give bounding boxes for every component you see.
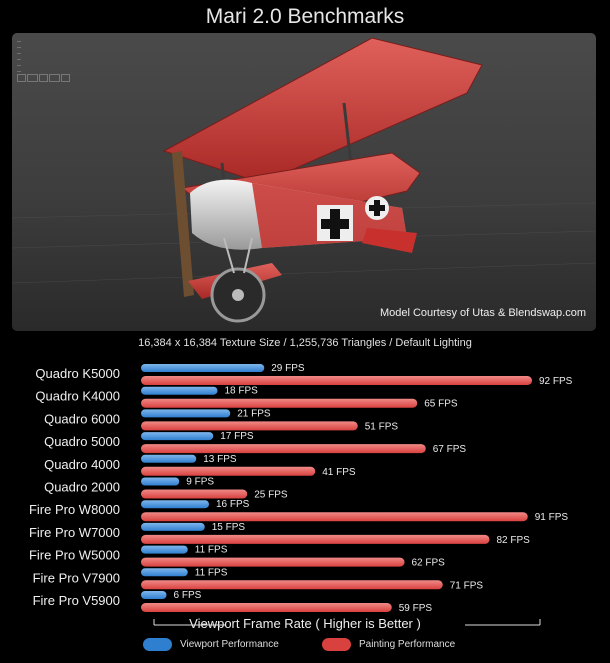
painting-value-label: 59 FPS: [399, 603, 433, 614]
viewport-value-label: 29 FPS: [271, 363, 305, 374]
painting-bar: [141, 376, 532, 385]
category-label: Fire Pro V7900: [33, 570, 120, 585]
bar-chart: Quadro K5000 29 FPS 92 FPS Quadro K4000 18 F…: [29, 363, 573, 614]
painting-value-label: 41 FPS: [322, 467, 356, 478]
viewport-bar: [141, 545, 188, 554]
painting-bar: [141, 398, 418, 408]
viewport-hud: — — — — — —: [17, 38, 71, 82]
legend-viewport-label: Viewport Performance: [180, 639, 279, 650]
painting-value-label: 51 FPS: [365, 421, 399, 432]
category-label: Quadro 2000: [44, 480, 120, 495]
viewport-value-label: 6 FPS: [174, 590, 202, 601]
category-label: Fire Pro W5000: [29, 548, 120, 563]
viewport-value-label: 11 FPS: [195, 567, 228, 578]
painting-bar: [141, 557, 405, 567]
category-label: Quadro K5000: [35, 366, 120, 381]
viewport-value-label: 15 FPS: [212, 522, 246, 533]
painting-value-label: 91 FPS: [535, 512, 569, 523]
painting-value-label: 65 FPS: [424, 399, 458, 410]
painting-value-label: 71 FPS: [450, 580, 484, 591]
painting-bar: [141, 444, 426, 454]
category-label: Fire Pro W7000: [29, 525, 120, 540]
legend-viewport: Viewport Performance: [143, 638, 279, 651]
viewport-bar: [141, 568, 188, 577]
viewport-bar: [141, 522, 205, 531]
viewport-bar: [141, 409, 231, 418]
legend-painting-swatch: [322, 638, 351, 651]
chart-subtitle: 16,384 x 16,384 Texture Size / 1,255,736…: [138, 337, 472, 349]
category-label: Fire Pro V5900: [33, 593, 120, 608]
category-label: Quadro 5000: [44, 434, 120, 449]
triplane-model: [12, 37, 596, 323]
viewport-value-label: 17 FPS: [220, 431, 254, 442]
model-credit: Model Courtesy of Utas & Blendswap.com: [379, 307, 586, 319]
painting-value-label: 62 FPS: [412, 558, 446, 569]
painting-value-label: 82 FPS: [497, 535, 531, 546]
viewport-value-label: 21 FPS: [237, 408, 271, 419]
viewport-bar: [141, 500, 209, 509]
painting-bar: [141, 489, 248, 499]
viewport-bar: [141, 386, 218, 395]
painting-bar: [141, 534, 490, 544]
painting-bar: [141, 603, 392, 612]
viewport-bar: [141, 591, 167, 599]
legend-viewport-swatch: [143, 638, 172, 651]
viewport-value-label: 13 FPS: [203, 454, 237, 465]
painting-value-label: 25 FPS: [254, 490, 288, 501]
painting-bar: [141, 580, 443, 590]
viewport-value-label: 11 FPS: [195, 545, 228, 556]
painting-value-label: 92 FPS: [539, 376, 573, 387]
category-label: Quadro 4000: [44, 457, 120, 472]
viewport-bar: [141, 454, 197, 463]
painting-bar: [141, 512, 528, 522]
x-axis-label: Viewport Frame Rate ( Higher is Better ): [189, 616, 421, 631]
viewport-bar: [141, 432, 214, 441]
legend-painting: Painting Performance: [322, 638, 455, 651]
category-label: Quadro 6000: [44, 411, 120, 426]
chart-title: Mari 2.0 Benchmarks: [205, 5, 405, 28]
viewport-value-label: 16 FPS: [216, 499, 250, 510]
viewport-bar: [141, 364, 265, 372]
render-viewport: — — — — — —: [12, 33, 596, 331]
category-label: Fire Pro W8000: [29, 502, 120, 517]
viewport-value-label: 18 FPS: [225, 386, 259, 397]
painting-value-label: 67 FPS: [433, 444, 467, 455]
category-label: Quadro K4000: [35, 389, 120, 404]
x-axis-brackets: [153, 619, 541, 626]
viewport-bar: [141, 477, 180, 486]
legend-painting-label: Painting Performance: [359, 639, 456, 650]
painting-bar: [141, 421, 358, 431]
viewport-value-label: 9 FPS: [186, 477, 214, 488]
painting-bar: [141, 466, 316, 476]
